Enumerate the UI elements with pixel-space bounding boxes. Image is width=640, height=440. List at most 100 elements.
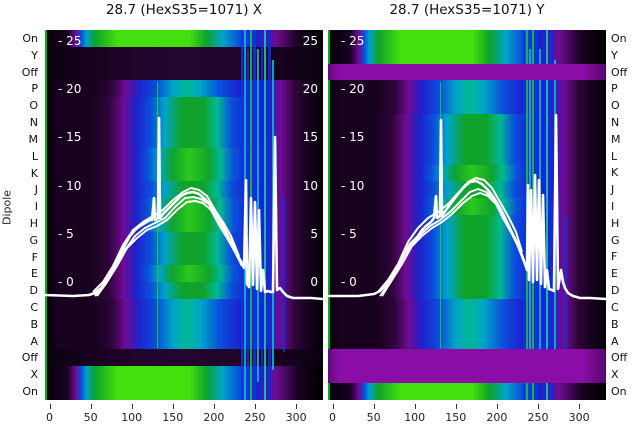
row-label: I xyxy=(34,200,38,214)
x-tick-label: 0 xyxy=(329,411,336,424)
inner-ytick-right: 5 xyxy=(310,227,318,241)
x-tick-label: 200 xyxy=(486,411,508,424)
heatmap-row xyxy=(328,63,606,81)
x-tick-mark xyxy=(49,404,51,409)
inner-ytick-left: - 15 xyxy=(341,130,365,144)
x-tick-label: 200 xyxy=(203,411,225,424)
row-label: A xyxy=(30,334,38,348)
row-label: I xyxy=(611,200,615,214)
x-tick-label: 300 xyxy=(568,411,590,424)
white-trace xyxy=(96,200,243,297)
heatmap-row xyxy=(328,349,606,367)
x-tick-label: 150 xyxy=(445,411,467,424)
inner-ytick-right: 0 xyxy=(310,275,318,289)
x-tick-mark xyxy=(538,404,539,409)
heatmap-panel-y: - 25 - 20 - 15 - 10 - 5 - 0 xyxy=(328,30,606,400)
white-trace xyxy=(328,113,606,301)
artifact-stripe xyxy=(546,30,548,400)
inner-ytick-left: - 25 xyxy=(341,34,365,48)
x-axis-left: 0 50 100 150 200 250 300 xyxy=(45,400,323,440)
row-label: H xyxy=(29,216,38,230)
row-label: L xyxy=(31,149,38,163)
artifact-stripe xyxy=(328,30,330,400)
x-tick-label: 0 xyxy=(46,411,53,424)
inner-ytick-left: - 15 xyxy=(58,130,82,144)
row-label: G xyxy=(611,233,620,247)
inner-ytick-left: - 25 xyxy=(58,34,82,48)
inner-ytick-right: 10 xyxy=(302,179,318,193)
x-tick-label: 50 xyxy=(366,411,381,424)
x-tick-mark xyxy=(172,404,174,409)
inner-ytick-left: - 10 xyxy=(341,179,365,193)
white-trace xyxy=(94,196,242,297)
row-label: L xyxy=(611,149,618,163)
artifact-stripe xyxy=(283,196,285,352)
row-label: M xyxy=(611,132,621,146)
white-trace xyxy=(45,116,323,301)
row-label: G xyxy=(29,233,38,247)
inner-ytick-left: - 20 xyxy=(58,82,82,96)
x-tick-label: 250 xyxy=(244,411,266,424)
x-tick-mark xyxy=(455,404,457,409)
artifact-stripe xyxy=(45,30,47,400)
row-label: C xyxy=(30,301,38,315)
row-label: Y xyxy=(611,48,618,62)
row-label: B xyxy=(611,317,619,331)
inner-ytick-right: 25 xyxy=(302,34,318,48)
artifact-stripe xyxy=(261,30,263,400)
x-tick-mark xyxy=(213,404,215,409)
heatmap-row xyxy=(328,366,606,384)
row-label: Off xyxy=(21,65,38,79)
x-tick-label: 300 xyxy=(285,411,307,424)
row-label: M xyxy=(28,132,39,146)
inner-ytick-left: - 5 xyxy=(58,227,74,241)
x-tick-label: 100 xyxy=(121,411,143,424)
panel-title-y: 28.7 (HexS35=1071) Y xyxy=(389,2,545,18)
inner-ytick-left: - 20 xyxy=(341,82,365,96)
x-tick-mark xyxy=(131,404,133,409)
x-tick-mark xyxy=(414,404,416,409)
row-label: E xyxy=(611,267,618,281)
x-tick-label: 50 xyxy=(83,411,98,424)
row-label: O xyxy=(29,99,38,113)
row-label: D xyxy=(29,284,38,298)
row-label: P xyxy=(611,82,618,96)
x-tick-mark xyxy=(296,404,298,409)
row-label: Off xyxy=(21,351,38,365)
row-label: E xyxy=(31,267,38,281)
white-trace xyxy=(377,177,523,293)
row-label: X xyxy=(611,368,619,382)
row-label: J xyxy=(34,183,38,197)
heatmap-panel-x: - 25 25 - 20 20 - 15 15 - 10 10 - 5 5 - 0 0 xyxy=(45,30,323,400)
artifact-stripe xyxy=(264,30,266,400)
x-axis-right: 0 50 100 150 200 250 300 xyxy=(328,400,606,440)
x-tick-label: 250 xyxy=(527,411,549,424)
row-label: D xyxy=(611,284,620,298)
inner-ytick-left: - 10 xyxy=(58,179,82,193)
artifact-stripe xyxy=(241,30,243,400)
row-label: H xyxy=(611,216,620,230)
row-label: Off xyxy=(611,65,628,79)
white-trace xyxy=(92,187,240,293)
row-label: On xyxy=(22,385,38,399)
x-tick-label: 100 xyxy=(404,411,426,424)
row-label: F xyxy=(611,250,618,264)
row-label: On xyxy=(611,384,627,398)
row-label: Off xyxy=(611,351,628,365)
inner-ytick-right: 20 xyxy=(302,82,318,96)
inner-ytick-left: - 5 xyxy=(341,227,357,241)
row-label: N xyxy=(611,115,620,129)
x-tick-mark xyxy=(496,404,498,409)
row-label: N xyxy=(29,116,38,130)
panel-title-x: 28.7 (HexS35=1071) X xyxy=(105,2,263,18)
row-label: F xyxy=(31,250,38,264)
row-label: C xyxy=(611,300,619,314)
overlay-curve xyxy=(328,113,606,301)
row-label: K xyxy=(611,166,619,180)
x-tick-mark xyxy=(579,404,581,409)
row-label: B xyxy=(30,317,38,331)
row-label: K xyxy=(30,166,38,180)
row-label: Y xyxy=(31,48,38,62)
overlay-curve xyxy=(45,116,323,301)
inner-ytick-right: 15 xyxy=(302,130,318,144)
